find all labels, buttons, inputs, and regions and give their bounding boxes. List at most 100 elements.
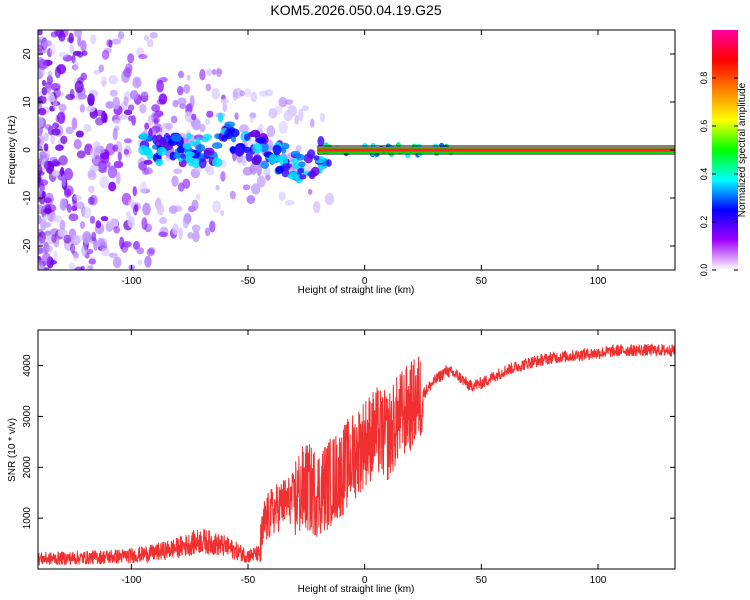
spectrogram-speckle bbox=[244, 88, 252, 98]
spectrogram-speckle bbox=[80, 72, 88, 81]
spectrogram-speckle bbox=[80, 40, 87, 53]
spectrogram-speckle bbox=[87, 93, 95, 106]
spectrogram-speckle bbox=[91, 231, 97, 242]
spectrogram-speckle bbox=[58, 155, 68, 166]
spectrogram-speckle bbox=[47, 70, 53, 78]
snr-y-tick-label: 2000 bbox=[22, 456, 33, 479]
spectrogram-speckle bbox=[184, 110, 195, 123]
signal-speckle bbox=[156, 146, 167, 156]
spectrogram-speckle bbox=[307, 188, 313, 195]
spectrogram-speckle bbox=[43, 143, 49, 152]
spectrogram-speckle bbox=[63, 234, 72, 244]
spectrogram-speckle bbox=[90, 147, 97, 160]
spectrogram-speckle bbox=[88, 258, 96, 265]
spectrogram-x-tick-label: 0 bbox=[362, 276, 368, 287]
signal-speckle bbox=[298, 161, 306, 168]
spectrogram-x-label: Height of straight line (km) bbox=[298, 285, 415, 296]
spectrogram-speckle bbox=[43, 132, 49, 142]
spectrogram-speckle bbox=[95, 220, 102, 229]
spectrogram-speckle bbox=[55, 144, 64, 151]
spectrogram-speckle bbox=[142, 202, 151, 216]
spectrogram-speckle bbox=[127, 53, 135, 64]
spectrogram-speckle bbox=[69, 44, 75, 54]
spectrogram-speckle bbox=[38, 137, 41, 146]
spectrogram-speckle bbox=[38, 176, 41, 189]
spectrogram-speckle bbox=[219, 209, 225, 217]
signal-speckle bbox=[143, 147, 152, 156]
spectrogram-speckle bbox=[49, 44, 56, 56]
spectrogram-speckle bbox=[108, 74, 119, 85]
spectrogram-speckle bbox=[59, 219, 66, 231]
spectrogram-speckle bbox=[43, 197, 52, 204]
spectrogram-speckle bbox=[278, 96, 288, 108]
spectrogram-speckle bbox=[149, 31, 158, 39]
spectrogram-speckle bbox=[127, 115, 134, 122]
spectrogram-speckle bbox=[295, 144, 302, 153]
spectrogram-speckle bbox=[68, 32, 74, 44]
spectrogram-speckle bbox=[115, 171, 121, 185]
spectrogram-speckle bbox=[165, 122, 174, 130]
spectrogram-speckle bbox=[108, 252, 118, 258]
spectrogram-speckle bbox=[206, 110, 214, 118]
spectrogram-speckle bbox=[60, 166, 65, 177]
snr-axes: -100 -50 0 50 100 1000 2000 3000 4000 bbox=[22, 330, 675, 586]
spectrogram-speckle bbox=[123, 138, 133, 144]
spectrogram-speckle bbox=[69, 88, 75, 99]
spectrogram-speckle bbox=[86, 105, 96, 113]
spectrogram-speckle bbox=[266, 125, 276, 138]
spectrogram-speckle bbox=[50, 133, 55, 145]
spectrogram-speckle bbox=[127, 104, 135, 112]
spectrogram-speckle bbox=[38, 145, 43, 151]
signal-speckle bbox=[326, 159, 332, 167]
spectrogram-y-label: Frequency (Hz) bbox=[7, 116, 18, 185]
spectrogram-speckle bbox=[141, 217, 148, 230]
spectrogram-speckle bbox=[140, 90, 149, 97]
spectrogram-y-tick-label: -20 bbox=[22, 238, 33, 253]
signal-speckle bbox=[160, 136, 166, 145]
spectrogram-speckle bbox=[171, 175, 179, 187]
spectrogram-speckle bbox=[285, 199, 295, 206]
spectrogram-speckle bbox=[139, 103, 147, 114]
spectrogram-speckle bbox=[112, 256, 122, 269]
spectrogram-speckle bbox=[38, 49, 43, 56]
spectrogram-speckle bbox=[43, 221, 52, 228]
spectrogram-speckle bbox=[87, 169, 96, 178]
spectrogram-speckle bbox=[186, 103, 193, 113]
spectrogram-speckle bbox=[242, 184, 251, 191]
spectrogram-speckle bbox=[73, 138, 82, 150]
spectrogram-speckle bbox=[312, 201, 321, 214]
spectrogram-speckle bbox=[117, 31, 125, 40]
signal-speckle bbox=[317, 136, 325, 147]
colorbar-tick-label: 0.6 bbox=[699, 120, 709, 133]
spectrogram-speckle bbox=[99, 176, 110, 189]
signal-speckle bbox=[296, 153, 306, 161]
spectrogram-speckle bbox=[222, 102, 228, 113]
spectrogram-speckle bbox=[144, 255, 152, 268]
spectrogram-speckle bbox=[158, 93, 168, 105]
spectrogram-speckle bbox=[38, 58, 48, 71]
colorbar: 0.0 0.2 0.4 0.6 0.8 Normalized spectral ampl… bbox=[699, 30, 748, 276]
signal-speckle bbox=[217, 112, 224, 123]
signal-speckle bbox=[201, 136, 210, 143]
spectrogram-speckle bbox=[151, 104, 161, 113]
spectrogram-speckle bbox=[76, 150, 86, 159]
spectrogram-speckle bbox=[205, 83, 212, 92]
spectrogram-speckle bbox=[98, 64, 105, 73]
spectrogram-y-tick-label: 10 bbox=[22, 96, 33, 108]
spectrogram-speckle bbox=[211, 87, 220, 100]
signal-speckle bbox=[313, 155, 320, 161]
spectrogram-speckle bbox=[54, 30, 62, 37]
spectrogram-speckle bbox=[52, 122, 60, 129]
spectrogram-speckle bbox=[105, 101, 115, 109]
spectrogram-speckle bbox=[191, 199, 199, 211]
snr-y-tick-label: 1000 bbox=[22, 507, 33, 530]
spectrogram-speckle bbox=[204, 227, 211, 237]
spectrogram-speckle bbox=[132, 186, 138, 197]
spectrogram-speckle bbox=[72, 196, 78, 209]
spectrogram-speckle bbox=[38, 265, 44, 270]
spectrogram-speckle bbox=[112, 119, 122, 125]
colorbar-tick-label: 0.8 bbox=[699, 72, 709, 85]
spectrogram-speckle bbox=[186, 74, 191, 81]
spectrogram-speckle bbox=[172, 223, 179, 235]
spectrogram-speckle bbox=[38, 245, 43, 255]
